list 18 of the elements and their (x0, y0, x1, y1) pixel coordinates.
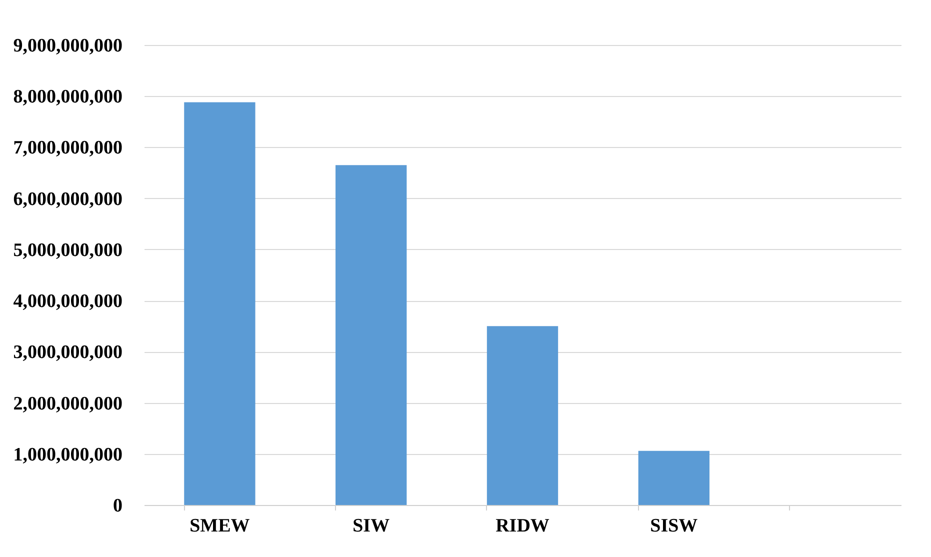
y-tick-label: 0 (113, 496, 122, 516)
y-tick-label: 9,000,000,000 (13, 36, 122, 56)
y-tick-label: 8,000,000,000 (13, 86, 122, 108)
y-tick-label: 6,000,000,000 (13, 188, 122, 210)
x-tick-label: SMEW (190, 516, 250, 536)
x-tick-label: SISW (650, 516, 698, 536)
x-tick-label: RIDW (496, 516, 550, 536)
y-tick-label: 1,000,000,000 (13, 444, 122, 466)
y-tick-label: 7,000,000,000 (13, 138, 122, 159)
bar (486, 326, 558, 505)
y-tick-label: 4,000,000,000 (13, 291, 122, 312)
x-tick-label: SIW (352, 516, 390, 536)
bar (184, 102, 256, 505)
bar (336, 165, 407, 505)
y-tick-label: 5,000,000,000 (13, 240, 122, 261)
y-tick-label: 2,000,000,000 (13, 393, 122, 414)
bar (638, 450, 710, 505)
y-tick-label: 3,000,000,000 (13, 342, 122, 364)
